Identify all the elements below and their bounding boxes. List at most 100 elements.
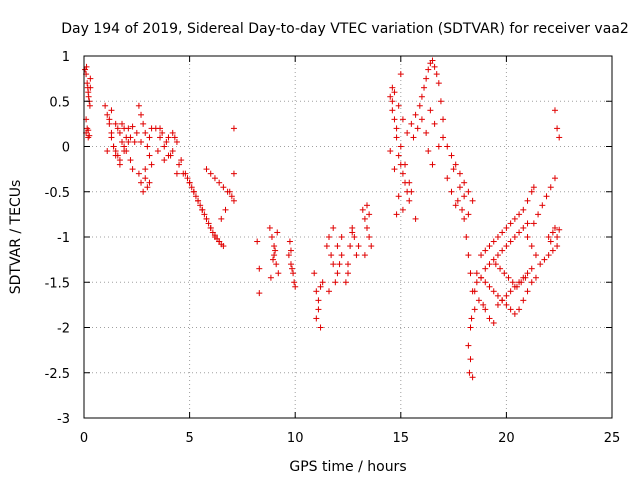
data-point: [216, 238, 223, 245]
data-point: [142, 129, 149, 136]
data-point: [393, 134, 400, 141]
data-point: [211, 232, 218, 239]
data-point: [516, 211, 523, 218]
data-point: [230, 170, 237, 177]
data-point: [197, 202, 204, 209]
data-point: [537, 261, 544, 268]
data-point: [110, 143, 117, 150]
data-point: [220, 184, 227, 191]
data-point: [254, 238, 261, 245]
data-point: [486, 261, 493, 268]
data-point: [290, 270, 297, 277]
data-point: [328, 252, 335, 259]
data-point: [188, 184, 195, 191]
data-point: [520, 224, 527, 231]
data-point: [176, 161, 183, 168]
data-point: [524, 220, 531, 227]
data-point: [543, 193, 550, 200]
data-point: [125, 138, 132, 145]
data-point: [556, 134, 563, 141]
data-point: [228, 193, 235, 200]
data-point: [114, 152, 121, 159]
data-point: [440, 116, 447, 123]
data-point: [192, 193, 199, 200]
data-point: [190, 188, 197, 195]
data-point: [222, 206, 229, 213]
data-point: [448, 188, 455, 195]
data-point: [389, 84, 396, 91]
data-point: [478, 252, 485, 259]
data-point: [292, 283, 299, 290]
x-tick-labels: 0 5 10 15 20 25: [80, 431, 620, 446]
chart-title: Day 194 of 2019, Sidereal Day-to-day VTE…: [61, 21, 629, 37]
data-point: [129, 166, 136, 173]
data-point: [467, 270, 474, 277]
data-point: [490, 288, 497, 295]
x-tick-label: 20: [498, 431, 515, 446]
data-point: [116, 157, 123, 164]
data-point: [256, 265, 263, 272]
data-point: [291, 279, 298, 286]
y-tick-label: 0: [62, 141, 70, 156]
data-point: [554, 125, 561, 132]
data-point: [469, 197, 476, 204]
data-point: [463, 234, 470, 240]
data-point: [186, 179, 193, 186]
data-point: [133, 129, 140, 136]
data-point: [112, 120, 119, 127]
data-point: [330, 224, 337, 231]
data-point: [289, 265, 296, 272]
data-point: [399, 170, 406, 177]
data-point: [497, 265, 504, 272]
data-point: [272, 247, 279, 254]
data-point: [366, 211, 373, 218]
data-point: [184, 175, 191, 182]
data-point: [271, 252, 278, 259]
data-point: [465, 188, 472, 195]
data-point: [226, 188, 233, 195]
data-point: [486, 243, 493, 250]
data-point: [547, 238, 554, 245]
data-point: [465, 342, 472, 349]
data-point: [203, 166, 210, 173]
data-point: [313, 315, 320, 322]
data-point: [86, 102, 93, 109]
data-point: [418, 93, 425, 100]
data-point: [275, 270, 282, 277]
data-point: [173, 138, 180, 145]
data-point: [433, 71, 440, 78]
data-point: [468, 315, 475, 322]
data-point: [475, 297, 482, 304]
data-point: [347, 243, 354, 250]
data-point: [216, 179, 223, 186]
data-point: [518, 279, 525, 286]
data-point: [230, 197, 237, 204]
data-point: [461, 179, 468, 186]
data-point: [391, 116, 398, 123]
data-point: [524, 270, 531, 277]
data-point: [127, 157, 134, 164]
data-point: [315, 297, 322, 304]
x-tick-label: 0: [80, 431, 88, 446]
data-point: [142, 175, 149, 182]
data-point: [85, 93, 92, 100]
data-point: [173, 170, 180, 177]
data-point: [507, 306, 514, 313]
data-point: [285, 252, 292, 259]
data-point: [178, 157, 185, 164]
data-point: [393, 211, 400, 218]
data-point: [545, 252, 552, 259]
data-point: [421, 84, 428, 91]
data-point: [524, 234, 531, 240]
data-point: [157, 125, 164, 132]
data-point: [336, 261, 343, 268]
data-point: [410, 134, 417, 141]
data-point: [203, 215, 210, 222]
data-point: [345, 261, 351, 268]
data-point: [319, 279, 326, 286]
data-point: [408, 188, 415, 195]
data-points: [82, 57, 563, 381]
data-point: [467, 356, 474, 363]
data-point: [361, 215, 368, 222]
data-point: [85, 127, 92, 134]
